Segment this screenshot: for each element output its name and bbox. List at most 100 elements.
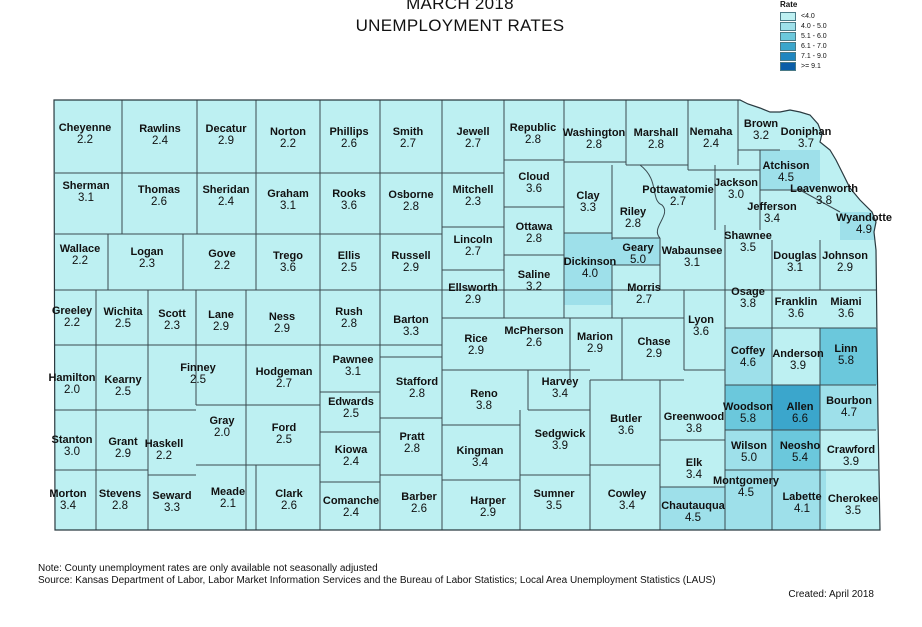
county-mcpherson: McPherson 2.6 (504, 325, 563, 349)
county-gray: Gray 2.0 (209, 415, 234, 439)
county-rate: 2.8 (524, 134, 541, 146)
county-name: Clay (576, 190, 600, 202)
county-name: Kearny (104, 374, 142, 386)
county-decatur: Decatur 2.9 (206, 123, 247, 147)
county-name: Woodson (723, 401, 773, 413)
county-name: Riley (619, 206, 647, 218)
county-rate: 2.6 (525, 337, 542, 349)
county-name: Barber (401, 491, 437, 503)
county-name: Wilson (731, 440, 767, 452)
county-rate: 2.3 (464, 196, 481, 208)
county-thomas: Thomas 2.6 (138, 184, 180, 208)
county-pratt: Pratt 2.8 (399, 431, 424, 455)
county-woodson: Woodson 5.8 (723, 401, 773, 425)
county-rate: 3.4 (472, 457, 488, 469)
county-stevens: Stevens 2.8 (99, 488, 141, 512)
county-name: Anderson (772, 348, 824, 360)
legend-swatch (780, 51, 796, 61)
county-rate: 2.6 (281, 500, 297, 512)
county-name: Elk (685, 457, 703, 469)
county-rate: 2.2 (156, 450, 172, 462)
county-name: Neosho (779, 440, 821, 452)
county-rate: 3.3 (163, 502, 180, 514)
legend-swatch (780, 11, 796, 21)
county-smith: Smith 2.7 (393, 126, 424, 150)
county-name: Stevens (98, 488, 142, 500)
county-lyon: Lyon 3.6 (688, 314, 714, 338)
county-rate: 2.8 (111, 500, 128, 512)
county-name: Geary (622, 242, 654, 254)
county-name: Franklin (774, 296, 818, 308)
county-name: Clark (275, 488, 303, 500)
county-name: Allen (786, 401, 814, 413)
county-douglas: Douglas 3.1 (773, 250, 816, 274)
county-sherman: Sherman 3.1 (62, 180, 109, 204)
county-atchison: Atchison 4.5 (762, 160, 809, 184)
county-name: Norton (269, 126, 307, 138)
county-greeley: Greeley 2.2 (52, 305, 92, 329)
county-wallace: Wallace 2.2 (60, 243, 101, 267)
county-rate: 2.7 (636, 294, 652, 306)
county-name: Sedgwick (534, 428, 586, 440)
county-scott: Scott 2.3 (158, 308, 186, 332)
county-rate: 2.4 (702, 138, 719, 150)
county-name: Shawnee (724, 230, 772, 242)
county-rate: 3.6 (525, 183, 542, 195)
county-rate: 3.8 (739, 298, 756, 310)
county-name: Sherman (62, 180, 110, 192)
county-geary: Geary 5.0 (622, 242, 653, 266)
county-rooks: Rooks 3.6 (332, 188, 366, 212)
legend-label: 7.1 - 9.0 (801, 52, 827, 60)
county-shape-woodson (725, 385, 772, 430)
county-shape-geary (612, 238, 660, 265)
county-name: Cloud (518, 171, 550, 183)
county-name: Republic (509, 122, 557, 134)
county-labette: Labette 4.1 (782, 491, 821, 515)
county-rate: 3.1 (787, 262, 803, 274)
county-rate: 2.8 (647, 139, 664, 151)
county-name: Hamilton (48, 372, 96, 384)
county-rate: 2.9 (273, 323, 290, 335)
legend-label: 5.1 - 6.0 (801, 32, 827, 40)
county-rate: 3.4 (551, 388, 568, 400)
legend-label: 6.1 - 7.0 (801, 42, 827, 50)
county-butler: Butler 3.6 (610, 413, 642, 437)
county-rate: 3.1 (683, 257, 700, 269)
county-rate: 3.9 (843, 456, 859, 468)
county-rate: 2.9 (218, 135, 234, 147)
county-name: Rush (335, 306, 363, 318)
county-rate: 2.4 (343, 507, 359, 519)
county-clay: Clay 3.3 (576, 190, 599, 214)
county-rice: Rice 2.9 (464, 333, 487, 357)
county-rate: 2.4 (151, 135, 168, 147)
legend-item: <4.0 (780, 11, 827, 21)
county-rate: 3.2 (752, 130, 769, 142)
county-name: Lincoln (453, 234, 493, 246)
county-rate: 2.5 (342, 408, 359, 420)
county-name: Leavenworth (790, 183, 858, 195)
county-name: Crawford (826, 444, 876, 456)
county-name: Meade (210, 486, 246, 498)
county-hodgeman: Hodgeman 2.7 (256, 366, 313, 390)
county-washington: Washington 2.8 (563, 127, 626, 151)
county-rate: 2.8 (624, 218, 641, 230)
county-rate: 2.7 (400, 138, 416, 150)
county-rate: 5.4 (792, 452, 808, 464)
county-name: Marion (576, 331, 614, 343)
county-wilson: Wilson 5.0 (731, 440, 767, 464)
county-rate: 2.9 (587, 343, 603, 355)
county-name: Harvey (541, 376, 579, 388)
county-neosho: Neosho 5.4 (780, 440, 820, 464)
county-name: Doniphan (780, 126, 832, 138)
county-brown: Brown 3.2 (744, 118, 778, 142)
county-name: Smith (392, 126, 424, 138)
county-name: Wallace (59, 243, 101, 255)
county-rate: 4.5 (778, 172, 794, 184)
legend-title: Rate (780, 0, 798, 9)
county-lane: Lane 2.9 (208, 309, 234, 333)
county-dickinson: Dickinson 4.0 (564, 256, 617, 280)
county-name: Decatur (205, 123, 247, 135)
county-rate: 2.6 (411, 503, 427, 515)
county-rate: 3.4 (685, 469, 702, 481)
county-rate: 2.6 (151, 196, 167, 208)
